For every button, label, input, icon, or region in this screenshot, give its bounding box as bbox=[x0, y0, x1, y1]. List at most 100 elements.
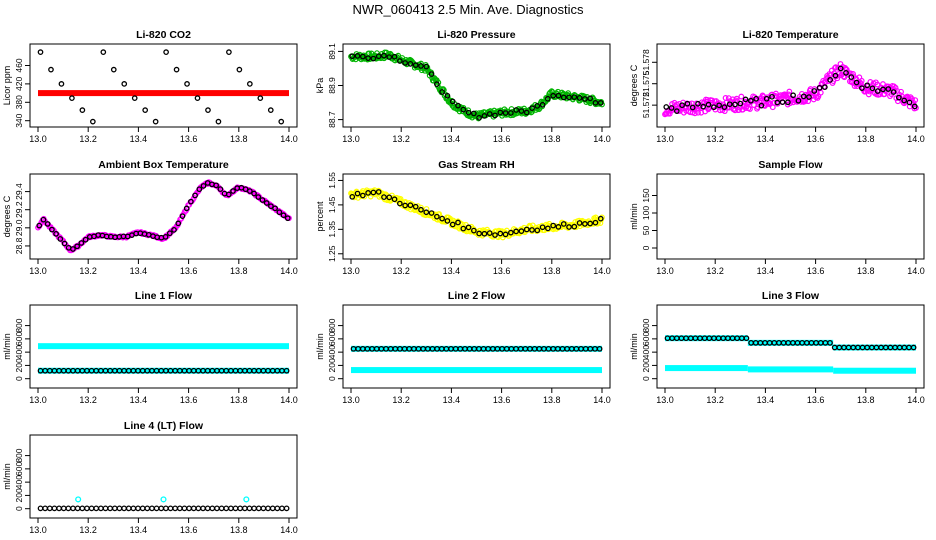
data-point bbox=[906, 99, 913, 106]
data-point bbox=[428, 71, 435, 77]
data-point bbox=[121, 81, 128, 87]
data-point bbox=[596, 345, 603, 352]
data-point bbox=[56, 505, 62, 512]
data-point bbox=[200, 505, 206, 512]
data-point bbox=[268, 203, 274, 210]
y-tick-label: 0 bbox=[14, 506, 24, 511]
data-point bbox=[566, 224, 572, 230]
chart-title: Sample Flow bbox=[758, 159, 823, 171]
data-point bbox=[471, 110, 477, 117]
x-tick-label: 13.0 bbox=[29, 395, 47, 405]
x-tick-label: 13.2 bbox=[392, 134, 410, 144]
y-tick-label: 380 bbox=[14, 95, 24, 109]
data-point bbox=[853, 79, 860, 86]
data-point bbox=[194, 95, 201, 102]
data-point bbox=[423, 206, 430, 212]
y-tick-label: 28.8 bbox=[14, 237, 24, 254]
data-point bbox=[259, 197, 266, 203]
data-point bbox=[896, 94, 902, 101]
data-point bbox=[476, 230, 482, 237]
data-point bbox=[172, 505, 179, 512]
data-point bbox=[196, 186, 203, 193]
chart-ambient-box: Ambient Box Temperature degrees C 13.0 13.2… bbox=[2, 159, 298, 276]
data-point bbox=[890, 89, 897, 95]
data-point bbox=[859, 85, 865, 92]
y-tick-label: 89.1 bbox=[327, 43, 337, 60]
y-tick-label: 600 bbox=[641, 332, 651, 346]
data-point bbox=[183, 205, 190, 212]
data-point bbox=[354, 190, 361, 197]
data-point bbox=[816, 84, 823, 91]
data-point bbox=[200, 183, 207, 189]
data-point bbox=[396, 58, 403, 64]
data-marks bbox=[37, 496, 290, 512]
x-tick-label: 14.0 bbox=[593, 266, 611, 276]
data-point bbox=[830, 78, 837, 85]
data-point bbox=[867, 79, 874, 85]
x-tick-label: 13.4 bbox=[130, 266, 148, 276]
data-point bbox=[545, 95, 551, 102]
data-point bbox=[407, 202, 414, 209]
y-tick-label: 800 bbox=[641, 318, 651, 332]
y-tick-label: 400 bbox=[641, 345, 651, 359]
data-point bbox=[260, 505, 267, 512]
data-point bbox=[412, 62, 419, 68]
data-point bbox=[228, 505, 234, 512]
data-point bbox=[684, 100, 691, 107]
data-point bbox=[576, 94, 583, 101]
x-tick-label: 13.2 bbox=[392, 266, 410, 276]
data-point bbox=[418, 63, 424, 69]
data-point bbox=[278, 118, 285, 125]
data-point bbox=[597, 215, 604, 222]
data-point bbox=[753, 95, 759, 102]
x-tick-label: 14.0 bbox=[280, 134, 298, 144]
data-point bbox=[149, 505, 155, 512]
data-point bbox=[144, 505, 151, 512]
data-point bbox=[365, 55, 371, 62]
data-point bbox=[576, 220, 583, 226]
data-point bbox=[691, 110, 698, 117]
y-tick-label: 460 bbox=[14, 58, 24, 72]
x-tick-label: 13.8 bbox=[543, 395, 561, 405]
data-point bbox=[587, 95, 594, 102]
data-point bbox=[111, 505, 118, 512]
data-point bbox=[582, 96, 588, 102]
data-point bbox=[70, 505, 76, 512]
data-point bbox=[827, 77, 834, 83]
band-low bbox=[351, 367, 602, 374]
data-point bbox=[806, 94, 812, 100]
data-point bbox=[365, 190, 371, 196]
data-marks bbox=[37, 343, 290, 374]
data-point bbox=[566, 94, 572, 101]
data-point bbox=[668, 105, 675, 111]
data-point bbox=[215, 118, 222, 125]
data-point bbox=[439, 89, 445, 95]
data-point bbox=[785, 99, 791, 106]
band-ambient bbox=[38, 90, 289, 97]
data-point bbox=[747, 106, 753, 112]
data-point bbox=[513, 228, 520, 235]
data-marks bbox=[348, 187, 605, 241]
data-point bbox=[102, 505, 109, 512]
data-point bbox=[396, 200, 403, 207]
data-point bbox=[269, 505, 276, 512]
chart-line2: Line 2 Flow ml/min 13.0 13.2 13.4 13.6 13.8 14.… bbox=[315, 290, 611, 405]
data-point bbox=[800, 93, 807, 100]
data-point bbox=[742, 96, 749, 103]
plot-frame bbox=[656, 43, 925, 128]
data-point bbox=[349, 53, 356, 60]
data-point bbox=[763, 95, 770, 102]
data-point bbox=[733, 95, 740, 102]
plot-frame bbox=[656, 304, 925, 389]
x-tick-label: 13.0 bbox=[656, 266, 674, 276]
plot-frame bbox=[29, 173, 298, 260]
data-point bbox=[695, 100, 701, 107]
y-tick-label: 1.25 bbox=[327, 245, 337, 262]
data-point bbox=[166, 230, 173, 237]
x-tick-label: 14.0 bbox=[280, 525, 298, 535]
data-point bbox=[710, 104, 717, 111]
data-point bbox=[560, 94, 567, 101]
y-tick-label: 51.575 bbox=[641, 70, 651, 96]
y-tick-label: 340 bbox=[14, 113, 24, 127]
